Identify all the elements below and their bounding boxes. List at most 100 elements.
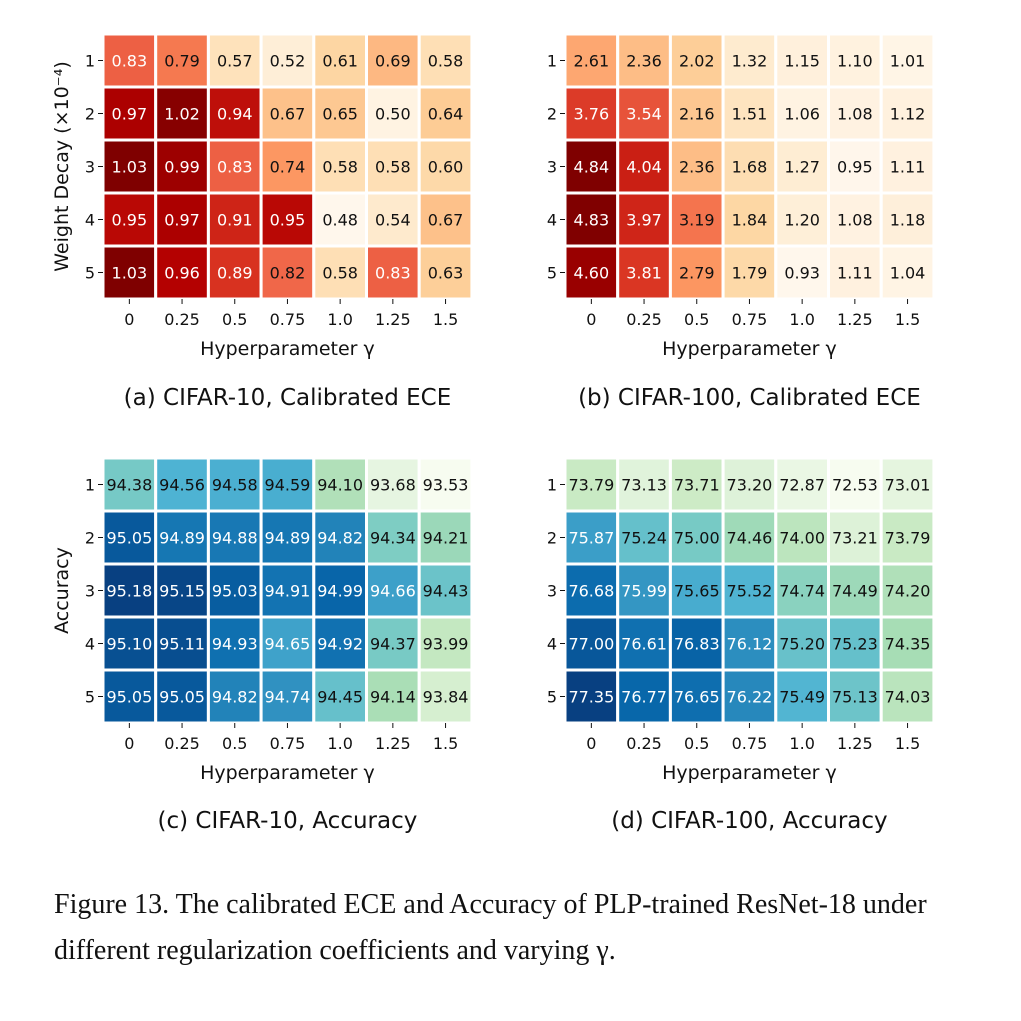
cell-value-label: 75.52 [727, 582, 773, 601]
heatmap-cell [721, 615, 778, 672]
x-tick-label: 1.25 [837, 310, 873, 329]
cell-value-label: 94.66 [370, 582, 416, 601]
heatmap-cell [365, 191, 421, 248]
x-tick-label: 1.0 [327, 734, 352, 753]
cell-value-label: 74.20 [885, 582, 931, 601]
y-axis-label: Weight Decay (×10⁻⁴) [51, 61, 73, 272]
cell-value-label: 94.10 [317, 476, 363, 495]
cell-value-label: 74.49 [832, 582, 878, 601]
x-tick-label: 1.25 [837, 734, 873, 753]
cell-value-label: 3.19 [679, 211, 715, 230]
heatmap-cell [417, 562, 474, 619]
cell-value-label: 4.83 [574, 211, 610, 230]
heatmap-cell [312, 138, 368, 195]
cell-value-label: 0.83 [375, 264, 411, 283]
cell-value-label: 1.11 [890, 158, 926, 177]
cell-value-label: 74.74 [779, 582, 825, 601]
heatmap-cell [879, 668, 936, 725]
x-axis-label: Hyperparameter γ [662, 338, 837, 360]
y-tick-label: 3 [547, 158, 557, 177]
heatmap-cell [259, 509, 316, 566]
x-tick-label: 1.0 [327, 310, 352, 329]
cell-value-label: 0.57 [217, 52, 253, 71]
cell-value-label: 94.34 [370, 529, 416, 548]
y-tick-label: 1 [547, 476, 557, 495]
y-tick-label: 5 [85, 264, 95, 283]
cell-value-label: 94.93 [212, 635, 258, 654]
heatmap-cell [879, 138, 936, 195]
y-tick-label: 3 [85, 582, 95, 601]
cell-value-label: 2.02 [679, 52, 715, 71]
cell-value-label: 73.13 [621, 476, 667, 495]
cell-value-label: 1.51 [732, 105, 768, 124]
cell-value-label: 94.56 [159, 476, 205, 495]
cell-value-label: 0.93 [784, 264, 820, 283]
cell-value-label: 0.67 [270, 105, 306, 124]
y-tick-label: 5 [547, 688, 557, 707]
subfigure-caption: (c) CIFAR-10, Accuracy [158, 808, 418, 834]
cell-value-label: 76.65 [674, 688, 720, 707]
cell-value-label: 94.21 [423, 529, 469, 548]
cell-value-label: 1.04 [890, 264, 926, 283]
heatmap-cell [563, 456, 620, 513]
cell-value-label: 0.61 [322, 52, 358, 71]
x-tick-label: 0 [586, 734, 596, 753]
cell-value-label: 1.06 [784, 105, 820, 124]
y-tick-label: 5 [85, 688, 95, 707]
x-tick-label: 1.25 [375, 734, 411, 753]
x-tick-label: 0.75 [270, 310, 306, 329]
cell-value-label: 3.54 [626, 105, 662, 124]
cell-value-label: 94.89 [265, 529, 311, 548]
cell-value-label: 1.08 [837, 211, 873, 230]
cell-value-label: 74.00 [779, 529, 825, 548]
heatmap-cell [827, 456, 883, 513]
cell-value-label: 75.23 [832, 635, 878, 654]
x-axis-label: Hyperparameter γ [662, 762, 837, 784]
cell-value-label: 1.12 [890, 105, 926, 124]
cell-value-label: 73.20 [727, 476, 773, 495]
cell-value-label: 76.12 [727, 635, 773, 654]
cell-value-label: 0.95 [837, 158, 873, 177]
cell-value-label: 4.04 [626, 158, 662, 177]
cell-value-label: 0.60 [428, 158, 464, 177]
cell-value-label: 95.10 [106, 635, 152, 654]
cell-value-label: 77.35 [568, 688, 614, 707]
heatmap-cell [206, 244, 263, 301]
x-tick-label: 0.75 [732, 734, 768, 753]
x-tick-label: 1.0 [789, 734, 814, 753]
cell-value-label: 95.15 [159, 582, 205, 601]
heatmap-cell [206, 85, 263, 142]
heatmap-panel-2: 2.61 2.36 2.02 1.32 1.15 1.10 1.013.76 3.54 2.16… [547, 32, 936, 411]
cell-value-label: 94.65 [265, 635, 311, 654]
heatmap-panel-1: 0.83 0.79 0.57 0.52 0.61 0.69 0.580.97 1.02 0.94… [51, 32, 474, 411]
x-tick-label: 0.25 [164, 734, 200, 753]
cell-value-label: 75.65 [674, 582, 720, 601]
heatmap-cell [616, 32, 672, 89]
heatmap-cell [879, 32, 936, 89]
cell-value-label: 3.76 [574, 105, 610, 124]
y-tick-label: 4 [547, 211, 557, 230]
cell-value-label: 75.00 [674, 529, 720, 548]
heatmap-cell [616, 615, 672, 672]
x-tick-label: 0.25 [164, 310, 200, 329]
cell-value-label: 93.99 [423, 635, 469, 654]
heatmap-cell [879, 85, 936, 142]
cell-value-label: 94.59 [265, 476, 311, 495]
cell-value-label: 1.27 [784, 158, 820, 177]
cell-value-label: 94.38 [106, 476, 152, 495]
y-tick-label: 2 [85, 105, 95, 124]
figure-caption: Figure 13. The calibrated ECE and Accura… [54, 889, 927, 966]
cell-value-label: 0.54 [375, 211, 411, 230]
cell-value-label: 1.18 [890, 211, 926, 230]
heatmap-cell [616, 191, 672, 248]
heatmap-cell [616, 138, 672, 195]
cell-value-label: 73.21 [832, 529, 878, 548]
cell-value-label: 94.82 [212, 688, 258, 707]
cell-value-label: 1.20 [784, 211, 820, 230]
cell-value-label: 0.52 [270, 52, 306, 71]
cell-value-label: 72.53 [832, 476, 878, 495]
cell-value-label: 0.89 [217, 264, 253, 283]
cell-value-label: 75.13 [832, 688, 878, 707]
cell-value-label: 2.16 [679, 105, 715, 124]
cell-value-label: 0.82 [270, 264, 306, 283]
